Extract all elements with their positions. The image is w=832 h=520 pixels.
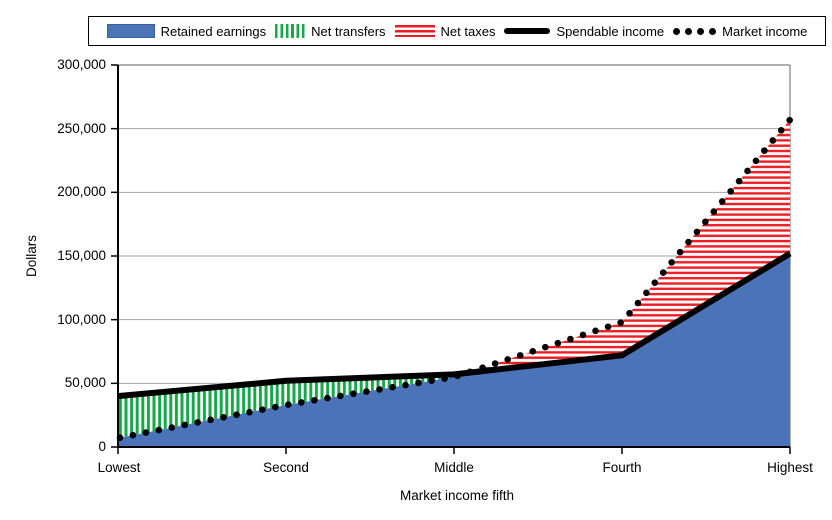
legend-label: Spendable income [556, 23, 665, 39]
legend-item-net-taxes: Net taxes [394, 23, 496, 39]
y-tick-label: 250,000 [57, 120, 106, 136]
spendable-income-swatch-icon [504, 28, 551, 34]
x-tick-label: Second [263, 460, 309, 475]
legend-label: Net transfers [311, 23, 386, 39]
legend-item-net-transfers: Net transfers [275, 23, 386, 39]
legend-item-retained-earnings: Retained earnings [106, 23, 267, 39]
net-taxes-swatch-icon [394, 24, 435, 38]
x-axis-title: Market income fifth [399, 488, 515, 503]
y-tick-label: 50,000 [64, 375, 106, 391]
market-income-swatch-icon [673, 27, 717, 35]
y-tick-label: 100,000 [57, 311, 106, 327]
net-taxes-region [468, 119, 790, 373]
y-tick-label: 200,000 [57, 184, 106, 200]
spendable-income-line [117, 250, 792, 400]
net-transfers-swatch-icon [275, 24, 306, 38]
legend-label: Retained earnings [160, 23, 267, 39]
axes [111, 64, 791, 454]
y-tick-label: 300,000 [57, 57, 106, 72]
legend-label: Market income [722, 23, 808, 39]
x-tick-label: Fourth [602, 460, 642, 475]
x-tick-label: Highest [767, 460, 813, 475]
chart-legend: Retained earnings Net transfers Net taxe… [88, 16, 826, 46]
retained-earnings-area [118, 253, 790, 447]
y-tick-label: 150,000 [57, 248, 106, 263]
legend-item-spendable-income: Spendable income [504, 24, 664, 39]
market-income-dotted-line [116, 116, 793, 441]
x-tick-label: Middle [434, 460, 474, 475]
x-tick-label: Lowest [97, 460, 141, 475]
y-tick-label: 0 [98, 439, 106, 454]
legend-label: Net taxes [440, 23, 496, 39]
retained-earnings-swatch-icon [106, 24, 155, 38]
y-axis-title: Dollars [24, 235, 39, 278]
legend-item-market-income: Market income [673, 24, 807, 39]
